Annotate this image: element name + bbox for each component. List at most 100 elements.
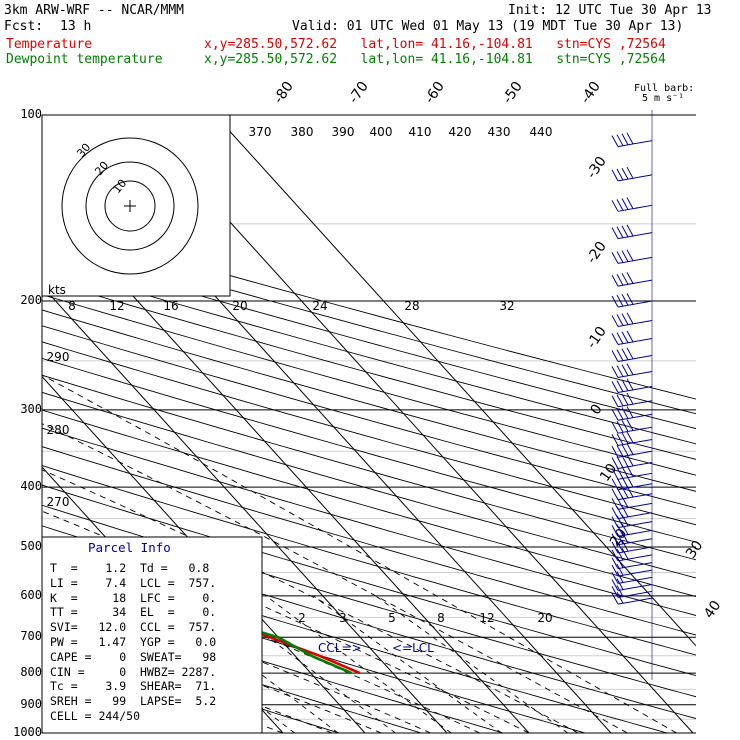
moist-adiabat xyxy=(42,423,628,733)
dry-adiabat xyxy=(42,590,505,733)
pressure-label: 700 xyxy=(20,629,42,644)
mixing-ratio-label: 20 xyxy=(537,611,552,625)
wind-barb-flag xyxy=(616,332,624,344)
wind-barb-flag xyxy=(626,293,634,305)
wind-barb xyxy=(617,400,653,408)
wind-barb-flag xyxy=(611,395,619,408)
wind-barb-flag xyxy=(611,525,619,537)
wind-barb xyxy=(617,232,653,240)
wind-barb-flag xyxy=(626,465,634,477)
isotherm-line xyxy=(42,375,366,733)
wind-barb-flag xyxy=(616,467,624,479)
hodo-speed-label: 28 xyxy=(404,299,419,313)
wind-barb-flag xyxy=(616,585,624,597)
dry-adiabat xyxy=(42,357,696,543)
wind-barb-flag xyxy=(626,132,634,145)
wind-barb-flag xyxy=(626,363,634,375)
wind-barb-flag xyxy=(611,295,619,308)
theta-label: 410 xyxy=(409,125,432,139)
lcl-marker: <=LCL xyxy=(392,641,434,655)
isotherm-label: -80 xyxy=(271,79,297,107)
hodograph-ring xyxy=(104,180,156,232)
theta-label: 380 xyxy=(291,125,314,139)
dry-adiabat xyxy=(42,465,696,656)
theta-label: 430 xyxy=(488,125,511,139)
wind-barb xyxy=(617,462,653,469)
wind-barb-flag xyxy=(611,434,619,446)
wind-barb-flag xyxy=(616,251,624,263)
pressure-label: 200 xyxy=(20,293,42,308)
wind-barb-flag xyxy=(621,364,629,376)
wind-barb-flag xyxy=(616,548,624,561)
pressure-label: 600 xyxy=(20,587,42,602)
wind-barb xyxy=(617,426,653,434)
wind-barb-flag xyxy=(616,314,624,326)
parcel-info-row: SVI= 12.0 CCL = 757. xyxy=(50,620,217,635)
temperature-legend: Temperature xyxy=(6,37,93,52)
wind-barb-flag xyxy=(626,197,634,209)
wind-barb-flag xyxy=(611,135,619,147)
barb-note-title: Full barb: xyxy=(634,83,695,94)
theta-label: 290 xyxy=(47,350,70,364)
dry-adiabat xyxy=(42,235,696,415)
wind-barb-flag xyxy=(616,524,624,536)
mixing-ratio-line xyxy=(265,595,452,733)
wind-barb-flag xyxy=(621,547,629,560)
wind-barb-flag xyxy=(616,540,624,553)
hodo-speed-label: 20 xyxy=(232,299,247,313)
mixing-ratio-label: 8 xyxy=(437,611,445,625)
parcel-info-row: SREH = 99 LAPSE= 5.2 xyxy=(50,694,217,709)
dry-adiabat xyxy=(42,484,696,677)
wind-barb xyxy=(617,355,653,362)
wind-barb-flag xyxy=(616,563,624,576)
wind-barb-flag xyxy=(616,134,624,146)
isotherm-label: 0 xyxy=(588,401,606,417)
wind-barb-flag xyxy=(626,485,634,498)
wind-barb xyxy=(617,438,653,446)
isotherm-label: -30 xyxy=(584,154,610,182)
wind-barb-flag xyxy=(616,380,624,392)
wind-barb-flag xyxy=(616,515,624,527)
wind-barb-flag xyxy=(616,273,624,286)
pressure-label: 800 xyxy=(20,665,42,680)
wind-barb xyxy=(617,450,653,458)
dry-adiabat xyxy=(42,325,696,509)
wind-barb-flag xyxy=(616,556,624,568)
wind-barb-flag xyxy=(621,407,629,419)
wind-barb xyxy=(617,583,653,591)
wind-barb-flag xyxy=(611,445,619,458)
wind-barb-flag xyxy=(621,198,629,210)
wind-barb-flag xyxy=(611,572,619,584)
wind-barb xyxy=(617,386,653,393)
wind-barb-flag xyxy=(611,274,619,287)
wind-barb-flag xyxy=(611,557,619,569)
wind-barb-flag xyxy=(616,408,624,420)
wind-barb-flag xyxy=(611,592,619,605)
wind-barb xyxy=(617,483,653,491)
pressure-label: 1000 xyxy=(13,725,42,739)
model-title: 3km ARW-WRF -- NCAR/MMM xyxy=(4,3,185,18)
wind-barb-flag xyxy=(611,549,619,562)
parcel-info-row: CAPE = 0 SWEAT= 98 xyxy=(50,649,217,664)
mixing-ratio-line xyxy=(375,595,568,733)
isotherm-label: 40 xyxy=(701,598,724,622)
wind-barb-flag xyxy=(611,381,619,393)
wind-barb-flag xyxy=(616,199,624,211)
isotherm-label: -70 xyxy=(346,79,372,107)
isotherm-label: -40 xyxy=(578,79,604,107)
parcel-info-row: LI = 7.4 LCL = 757. xyxy=(50,575,217,590)
mixing-ratio-label: 5 xyxy=(388,611,396,625)
wind-barb-flag xyxy=(621,531,629,544)
wind-barb-flag xyxy=(621,486,629,499)
wind-barb-flag xyxy=(626,378,634,391)
parcel-info-row: K = 18 LFC = 0. xyxy=(50,590,217,605)
wind-barb-flag xyxy=(611,315,619,327)
hodograph-ring xyxy=(61,137,199,275)
wind-barb-flag xyxy=(616,394,624,407)
dry-adiabat xyxy=(42,279,696,460)
wind-barb-flag xyxy=(616,591,624,604)
wind-barb xyxy=(617,597,653,605)
wind-barb-flag xyxy=(621,293,629,306)
wind-barb-flag xyxy=(626,249,634,261)
